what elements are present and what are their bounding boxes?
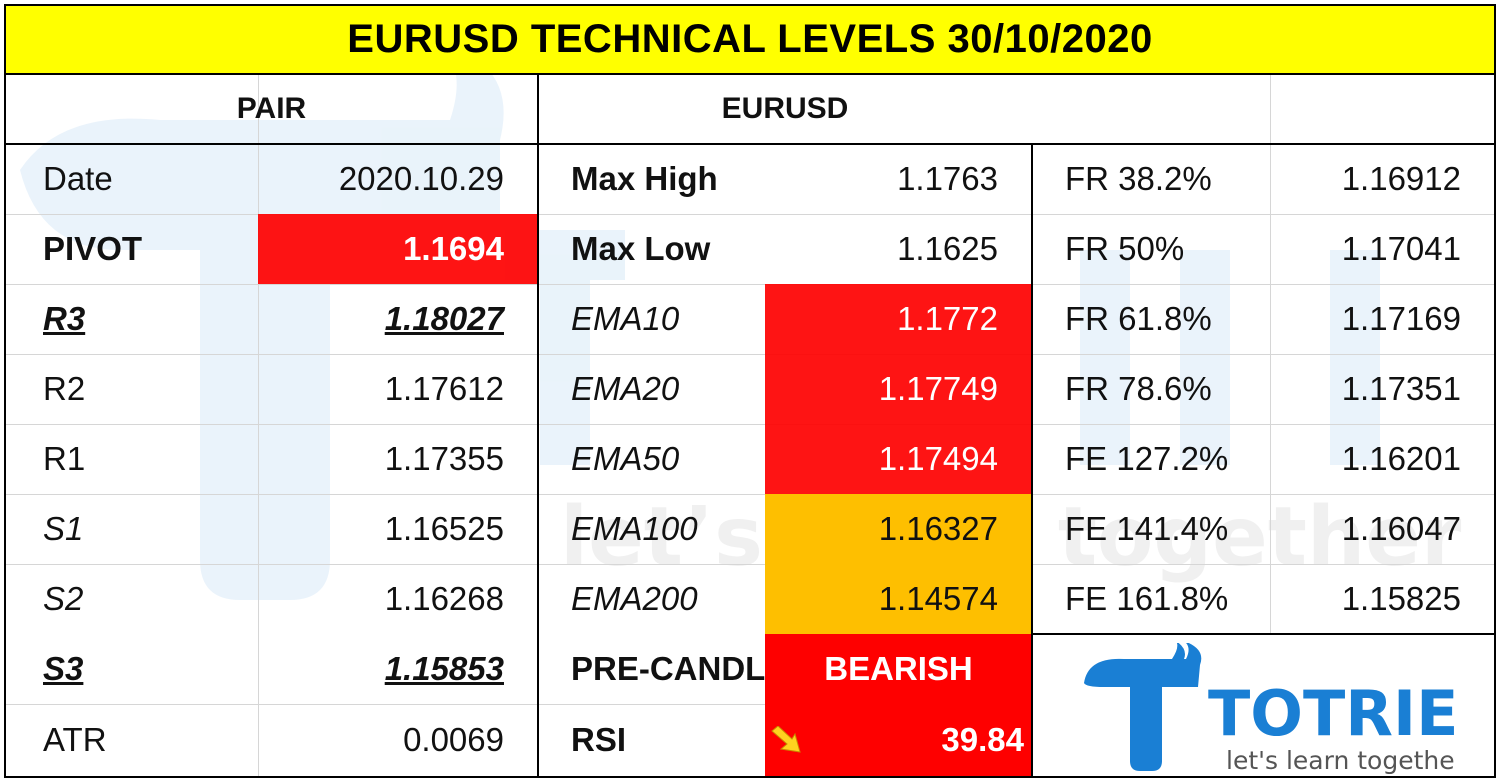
row-value-date: 2020.10.29 bbox=[338, 160, 504, 197]
row-label-date: Date bbox=[43, 160, 113, 197]
row-label-s2: S2 bbox=[43, 580, 84, 617]
row-value-s1: 1.16525 bbox=[384, 510, 504, 547]
row-label-ema200: EMA200 bbox=[571, 580, 698, 617]
row-label-ema100: EMA100 bbox=[571, 510, 698, 547]
ema-bearish-highlight bbox=[765, 284, 1032, 494]
row-label-pivot: PIVOT bbox=[43, 230, 143, 267]
row-label-ema50: EMA50 bbox=[571, 440, 680, 477]
row-value-rsi: 39.84 bbox=[941, 721, 1024, 758]
row-label-r1: R1 bbox=[43, 440, 86, 477]
row-value-pivot: 1.1694 bbox=[403, 230, 504, 267]
arrow-down-right-icon bbox=[771, 726, 801, 753]
row-value-ema10: 1.1772 bbox=[897, 300, 998, 337]
fib-label-1: FR 38.2% bbox=[1065, 160, 1212, 197]
fib-label-6: FE 141.4% bbox=[1065, 510, 1229, 547]
fib-value-5: 1.16201 bbox=[1341, 440, 1461, 477]
fib-value-4: 1.17351 bbox=[1341, 370, 1461, 407]
totrieu-logo: TOTRIEU let's learn together bbox=[1084, 643, 1456, 775]
row-label-max-high: Max High bbox=[571, 160, 718, 197]
fib-value-2: 1.17041 bbox=[1341, 230, 1461, 267]
row-label-atr: ATR bbox=[43, 721, 107, 758]
row-value-s2: 1.16268 bbox=[384, 580, 504, 617]
row-value-s3: 1.15853 bbox=[384, 650, 504, 687]
fib-value-3: 1.17169 bbox=[1341, 300, 1461, 337]
row-label-s3: S3 bbox=[43, 650, 84, 687]
fib-value-6: 1.16047 bbox=[1341, 510, 1461, 547]
row-value-r3: 1.18027 bbox=[384, 300, 504, 337]
row-value-pre-candle: BEARISH bbox=[824, 650, 973, 687]
fib-value-7: 1.15825 bbox=[1341, 580, 1461, 617]
fib-value-1: 1.16912 bbox=[1341, 160, 1461, 197]
candle-rsi-highlight bbox=[765, 634, 1032, 776]
pivot-highlight bbox=[258, 214, 538, 284]
row-label-ema10: EMA10 bbox=[571, 300, 680, 337]
ema-long-highlight bbox=[765, 494, 1032, 634]
fib-label-3: FR 61.8% bbox=[1065, 300, 1212, 337]
sheet-title: EURUSD TECHNICAL LEVELS 30/10/2020 bbox=[5, 5, 1495, 74]
fib-label-4: FR 78.6% bbox=[1065, 370, 1212, 407]
row-value-ema100: 1.16327 bbox=[878, 510, 998, 547]
row-value-r2: 1.17612 bbox=[384, 370, 504, 407]
brand-slogan: let's learn together bbox=[1226, 746, 1456, 775]
row-value-max-low: 1.1625 bbox=[897, 230, 998, 267]
fib-label-7: FE 161.8% bbox=[1065, 580, 1229, 617]
pair-header-value: EURUSD bbox=[721, 92, 849, 125]
row-label-ema20: EMA20 bbox=[571, 370, 680, 407]
row-value-ema50: 1.17494 bbox=[878, 440, 998, 477]
row-value-atr: 0.0069 bbox=[403, 721, 504, 758]
row-label-max-low: Max Low bbox=[571, 230, 711, 267]
row-value-ema200: 1.14574 bbox=[878, 580, 998, 617]
row-value-r1: 1.17355 bbox=[384, 440, 504, 477]
row-value-ema20: 1.17749 bbox=[878, 370, 998, 407]
row-label-s1: S1 bbox=[43, 510, 84, 547]
row-label-rsi: RSI bbox=[571, 721, 627, 758]
brand-name: TOTRIEU bbox=[1208, 677, 1456, 750]
row-label-r3: R3 bbox=[43, 300, 86, 337]
row-value-max-high: 1.1763 bbox=[897, 160, 998, 197]
fib-label-5: FE 127.2% bbox=[1065, 440, 1229, 477]
fib-label-2: FR 50% bbox=[1065, 230, 1185, 267]
row-label-r2: R2 bbox=[43, 370, 86, 407]
row-label-pre-candle: PRE-CANDLE bbox=[571, 650, 765, 687]
pair-header-label: PAIR bbox=[236, 92, 307, 125]
